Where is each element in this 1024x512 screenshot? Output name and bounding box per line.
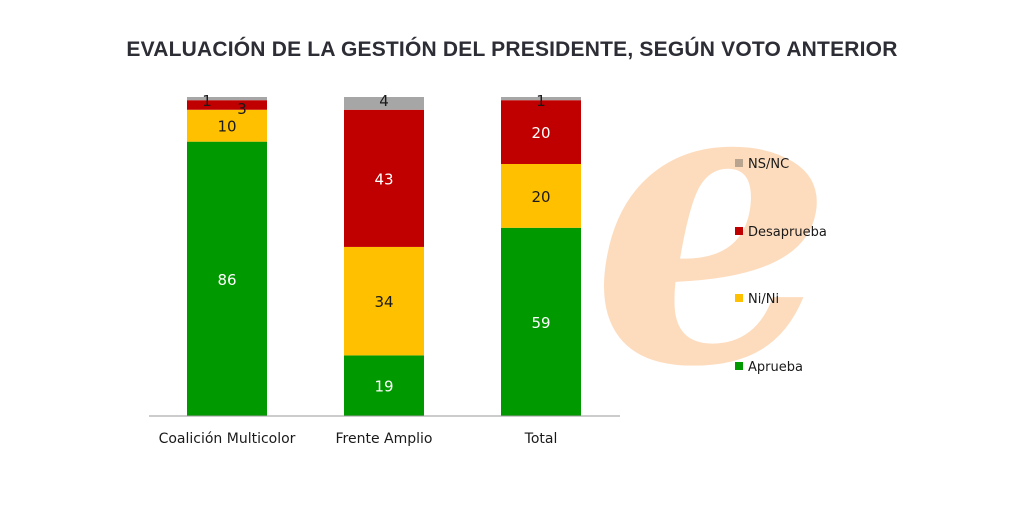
data-label: 86 [217,271,236,289]
bar-segment-aprueba-0 [187,141,267,416]
x-tick-labels: Coalición Multicolor Frente Amplio Total [159,431,558,447]
data-label: 20 [531,188,550,206]
legend-swatch [735,227,743,235]
bar-segment-ni-ni-0 [187,109,267,142]
x-tick-label: Frente Amplio [336,431,433,447]
legend-label: Desaprueba [748,225,827,240]
legend-item: Desaprueba [735,225,827,240]
bar-segment-ni-ni-2 [501,163,581,228]
data-label: 19 [374,378,393,396]
data-label: 3 [237,100,247,118]
legend-item: NS/NC [735,157,789,172]
data-label: 1 [536,92,546,110]
legend-swatch [735,362,743,370]
data-label: 1 [202,92,212,110]
bar-segment-aprueba-1 [344,355,424,416]
brand-e-watermark: e [591,0,834,455]
legend-item: Ni/Ni [735,292,779,307]
data-label: 10 [217,118,236,136]
chart-title: EVALUACIÓN DE LA GESTIÓN DEL PRESIDENTE,… [126,38,898,61]
legend-item: Aprueba [735,360,803,375]
bar-segment-ns-nc-1 [344,97,424,110]
legend-label: NS/NC [748,157,790,172]
bar-segment-aprueba-2 [501,227,581,416]
bar-segment-ns-nc-2 [501,97,581,101]
bar-segment-desaprueba-0 [187,100,267,110]
data-label: 34 [374,293,393,311]
legend-label: Aprueba [748,360,803,375]
bars-group: 86 103 1 19 34 43 4 59 20 20 1 [187,92,581,416]
x-tick-label: Total [524,431,558,447]
legend-swatch [735,294,743,302]
bar-segment-desaprueba-1 [344,109,424,247]
legend-label: Ni/Ni [748,292,780,307]
bar-segment-desaprueba-2 [501,100,581,164]
data-label: 20 [531,124,550,142]
data-label: 4 [379,92,389,110]
x-tick-label: Coalición Multicolor [159,431,296,447]
data-label: 43 [374,170,393,188]
data-label: 59 [531,314,550,332]
bar-segment-ns-nc-0 [187,97,267,101]
bar-segment-ni-ni-1 [344,246,424,356]
legend-swatch [735,159,743,167]
